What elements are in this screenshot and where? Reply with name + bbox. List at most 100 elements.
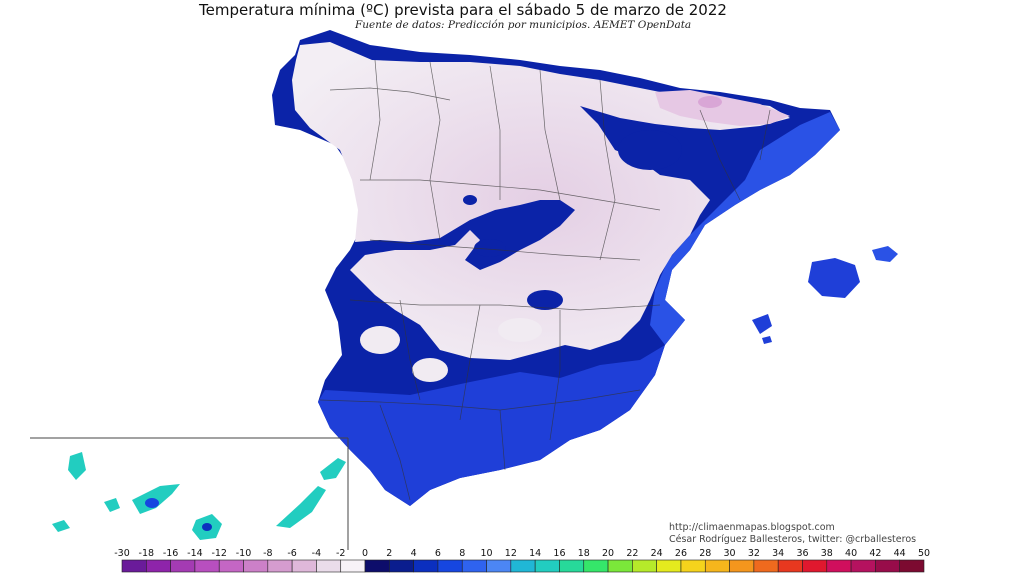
- legend-swatch: [704, 559, 730, 573]
- legend-swatch: [486, 559, 512, 573]
- legend-swatch: [534, 559, 560, 573]
- legend-tick-label: 50: [918, 548, 930, 559]
- legend-swatch: [243, 559, 269, 573]
- province-boundaries: [319, 59, 771, 501]
- legend-swatch: [632, 559, 657, 573]
- pyrenees-peak: [698, 96, 722, 108]
- map-title: Temperatura mínima (ºC) prevista para el…: [199, 1, 727, 19]
- interior-frost-zone: [292, 42, 790, 360]
- legend-tick-label: 38: [821, 548, 833, 559]
- legend-tick-label: 8: [459, 548, 465, 559]
- credits-blog-link[interactable]: http://climaenmapas.blogspot.com: [669, 522, 835, 533]
- legend-swatch: [826, 559, 852, 573]
- legend-tick-label: 42: [869, 548, 881, 559]
- canary-inset: [30, 437, 349, 550]
- legend-tick-label: -4: [312, 548, 321, 559]
- la-gomera: [104, 498, 120, 512]
- frost-extremadura: [360, 326, 400, 354]
- cold-pocket-segovia: [463, 195, 477, 205]
- legend-swatch: [559, 559, 585, 573]
- legend-swatch: [364, 559, 390, 573]
- legend-tick-label: 36: [796, 548, 808, 559]
- frost-ciudad-real: [498, 318, 542, 342]
- lanzarote: [320, 458, 346, 480]
- map-subtitle: Fuente de datos: Predicción por municipi…: [355, 19, 692, 31]
- legend-swatch: [121, 559, 147, 573]
- legend-swatch: [267, 559, 293, 573]
- legend-tick-label: 6: [435, 548, 441, 559]
- legend-swatch: [316, 559, 342, 573]
- legend-swatch: [850, 559, 876, 573]
- la-palma: [68, 452, 86, 480]
- south-band: [318, 345, 665, 506]
- credits: http://climaenmapas.blogspot.com César R…: [669, 522, 916, 546]
- el-hierro: [52, 520, 70, 532]
- gran-canaria-summit: [202, 523, 212, 531]
- cold-pocket-ebro: [618, 130, 682, 170]
- legend-tick-label: 26: [675, 548, 687, 559]
- legend-tick-label: 4: [411, 548, 417, 559]
- legend-swatch: [389, 559, 414, 573]
- legend-tick-label: -6: [287, 548, 296, 559]
- legend-tick-label: -8: [263, 548, 272, 559]
- frost-sierra-morena: [412, 358, 448, 382]
- legend-tick-label: -18: [139, 548, 155, 559]
- credits-author: César Rodríguez Ballesteros, twitter: @c…: [669, 534, 917, 545]
- fuerteventura: [276, 486, 326, 528]
- legend-tick-label: 44: [894, 548, 906, 559]
- legend-tick-label: 0: [362, 548, 368, 559]
- legend-tick-labels: -30 -18 -16 -14 -12 -10 -8 -6 -4 -2 0 2 4 6 8 10 12 14 16 1…: [114, 548, 930, 559]
- legend-swatch: [680, 559, 706, 573]
- legend-color-bar: [121, 559, 925, 573]
- legend-tick-label: -16: [163, 548, 179, 559]
- legend-swatch: [218, 559, 244, 573]
- legend-tick-label: 16: [553, 548, 565, 559]
- legend-tick-label: -14: [187, 548, 203, 559]
- mallorca: [808, 258, 860, 298]
- legend-swatch: [899, 559, 925, 573]
- legend-tick-label: -10: [236, 548, 252, 559]
- legend-swatch: [437, 559, 463, 573]
- legend-swatch: [875, 559, 900, 573]
- cold-pocket-madrid: [474, 239, 506, 257]
- legend-swatch: [583, 559, 609, 573]
- legend-tick-label: 30: [724, 548, 736, 559]
- legend-tick-label: 24: [651, 548, 663, 559]
- legend-tick-label: 20: [602, 548, 614, 559]
- legend-swatch: [461, 559, 487, 573]
- legend-tick-label: 32: [748, 548, 760, 559]
- legend-swatch: [656, 559, 682, 573]
- legend-tick-label: 40: [845, 548, 857, 559]
- legend-tick-label: 34: [772, 548, 784, 559]
- east-coast-band: [650, 112, 840, 345]
- balearic-islands: [752, 246, 898, 344]
- legend-tick-label: 12: [505, 548, 517, 559]
- teide-cold: [145, 498, 159, 508]
- legend-tick-label: 22: [626, 548, 638, 559]
- legend-tick-label: 14: [529, 548, 541, 559]
- legend-swatch: [170, 559, 196, 573]
- ibiza: [752, 314, 772, 334]
- legend-swatch: [291, 559, 317, 573]
- legend-swatch: [146, 559, 171, 573]
- legend-tick-label: -2: [336, 548, 345, 559]
- menorca: [872, 246, 898, 262]
- legend-tick-label: -30: [114, 548, 130, 559]
- legend-swatch: [340, 559, 366, 573]
- peninsula-map: [272, 30, 840, 506]
- legend-swatch: [194, 559, 220, 573]
- legend-tick-label: -12: [211, 548, 227, 559]
- pyrenees-frost: [655, 90, 790, 126]
- legend-swatch: [753, 559, 779, 573]
- legend-tick-label: 28: [699, 548, 711, 559]
- legend-tick-label: 10: [480, 548, 492, 559]
- legend-swatch: [777, 559, 803, 573]
- legend-swatch: [729, 559, 755, 573]
- legend-swatch: [802, 559, 828, 573]
- legend-tick-label: 2: [386, 548, 392, 559]
- legend-swatch: [607, 559, 633, 573]
- legend-tick-label: 18: [578, 548, 590, 559]
- cold-pocket-mancha: [527, 290, 563, 310]
- formentera: [762, 336, 772, 344]
